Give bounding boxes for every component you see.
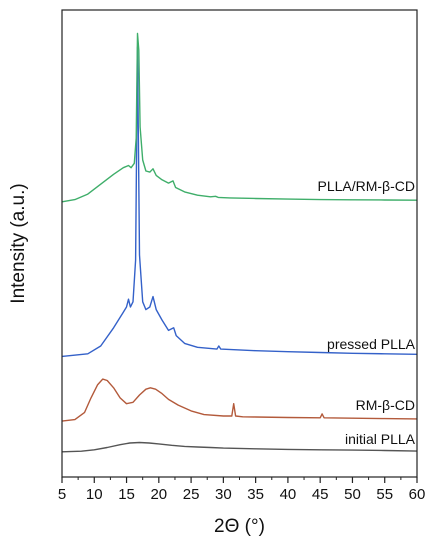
series-label-pressed-plla: pressed PLLA xyxy=(327,336,416,352)
x-tick-label: 55 xyxy=(376,486,393,503)
x-axis-title: 2Θ (°) xyxy=(214,516,265,537)
x-tick-label: 20 xyxy=(150,486,167,503)
x-tick-label: 60 xyxy=(409,486,426,503)
x-tick-label: 45 xyxy=(312,486,329,503)
x-tick-label: 50 xyxy=(344,486,361,503)
x-tick-label: 25 xyxy=(183,486,200,503)
y-axis-title: Intensity (a.u.) xyxy=(8,183,29,303)
series-label-initial-plla: initial PLLA xyxy=(345,431,416,447)
series-line-plla-rm-cd xyxy=(61,32,418,203)
x-tick-label: 40 xyxy=(280,486,297,503)
series-line-rm-cd xyxy=(61,378,418,422)
ticks-layer: 5 10 15 20 25 30 35 40 45 50 55 60 xyxy=(58,477,426,503)
x-tick-label: 15 xyxy=(118,486,135,503)
x-tick-label: 35 xyxy=(247,486,264,503)
series-line-pressed-plla xyxy=(61,46,418,358)
x-tick-label: 10 xyxy=(86,486,103,503)
series-line-initial-plla xyxy=(61,441,418,453)
series-label-rm-cd: RM-β-CD xyxy=(356,397,415,413)
curves-layer xyxy=(61,32,418,453)
x-tick-label: 30 xyxy=(215,486,232,503)
series-label-plla-rm-cd: PLLA/RM-β-CD xyxy=(317,178,415,194)
series-labels-layer: initial PLLA RM-β-CD pressed PLLA PLLA/RM-β… xyxy=(317,178,415,447)
x-tick-label: 5 xyxy=(58,486,66,503)
